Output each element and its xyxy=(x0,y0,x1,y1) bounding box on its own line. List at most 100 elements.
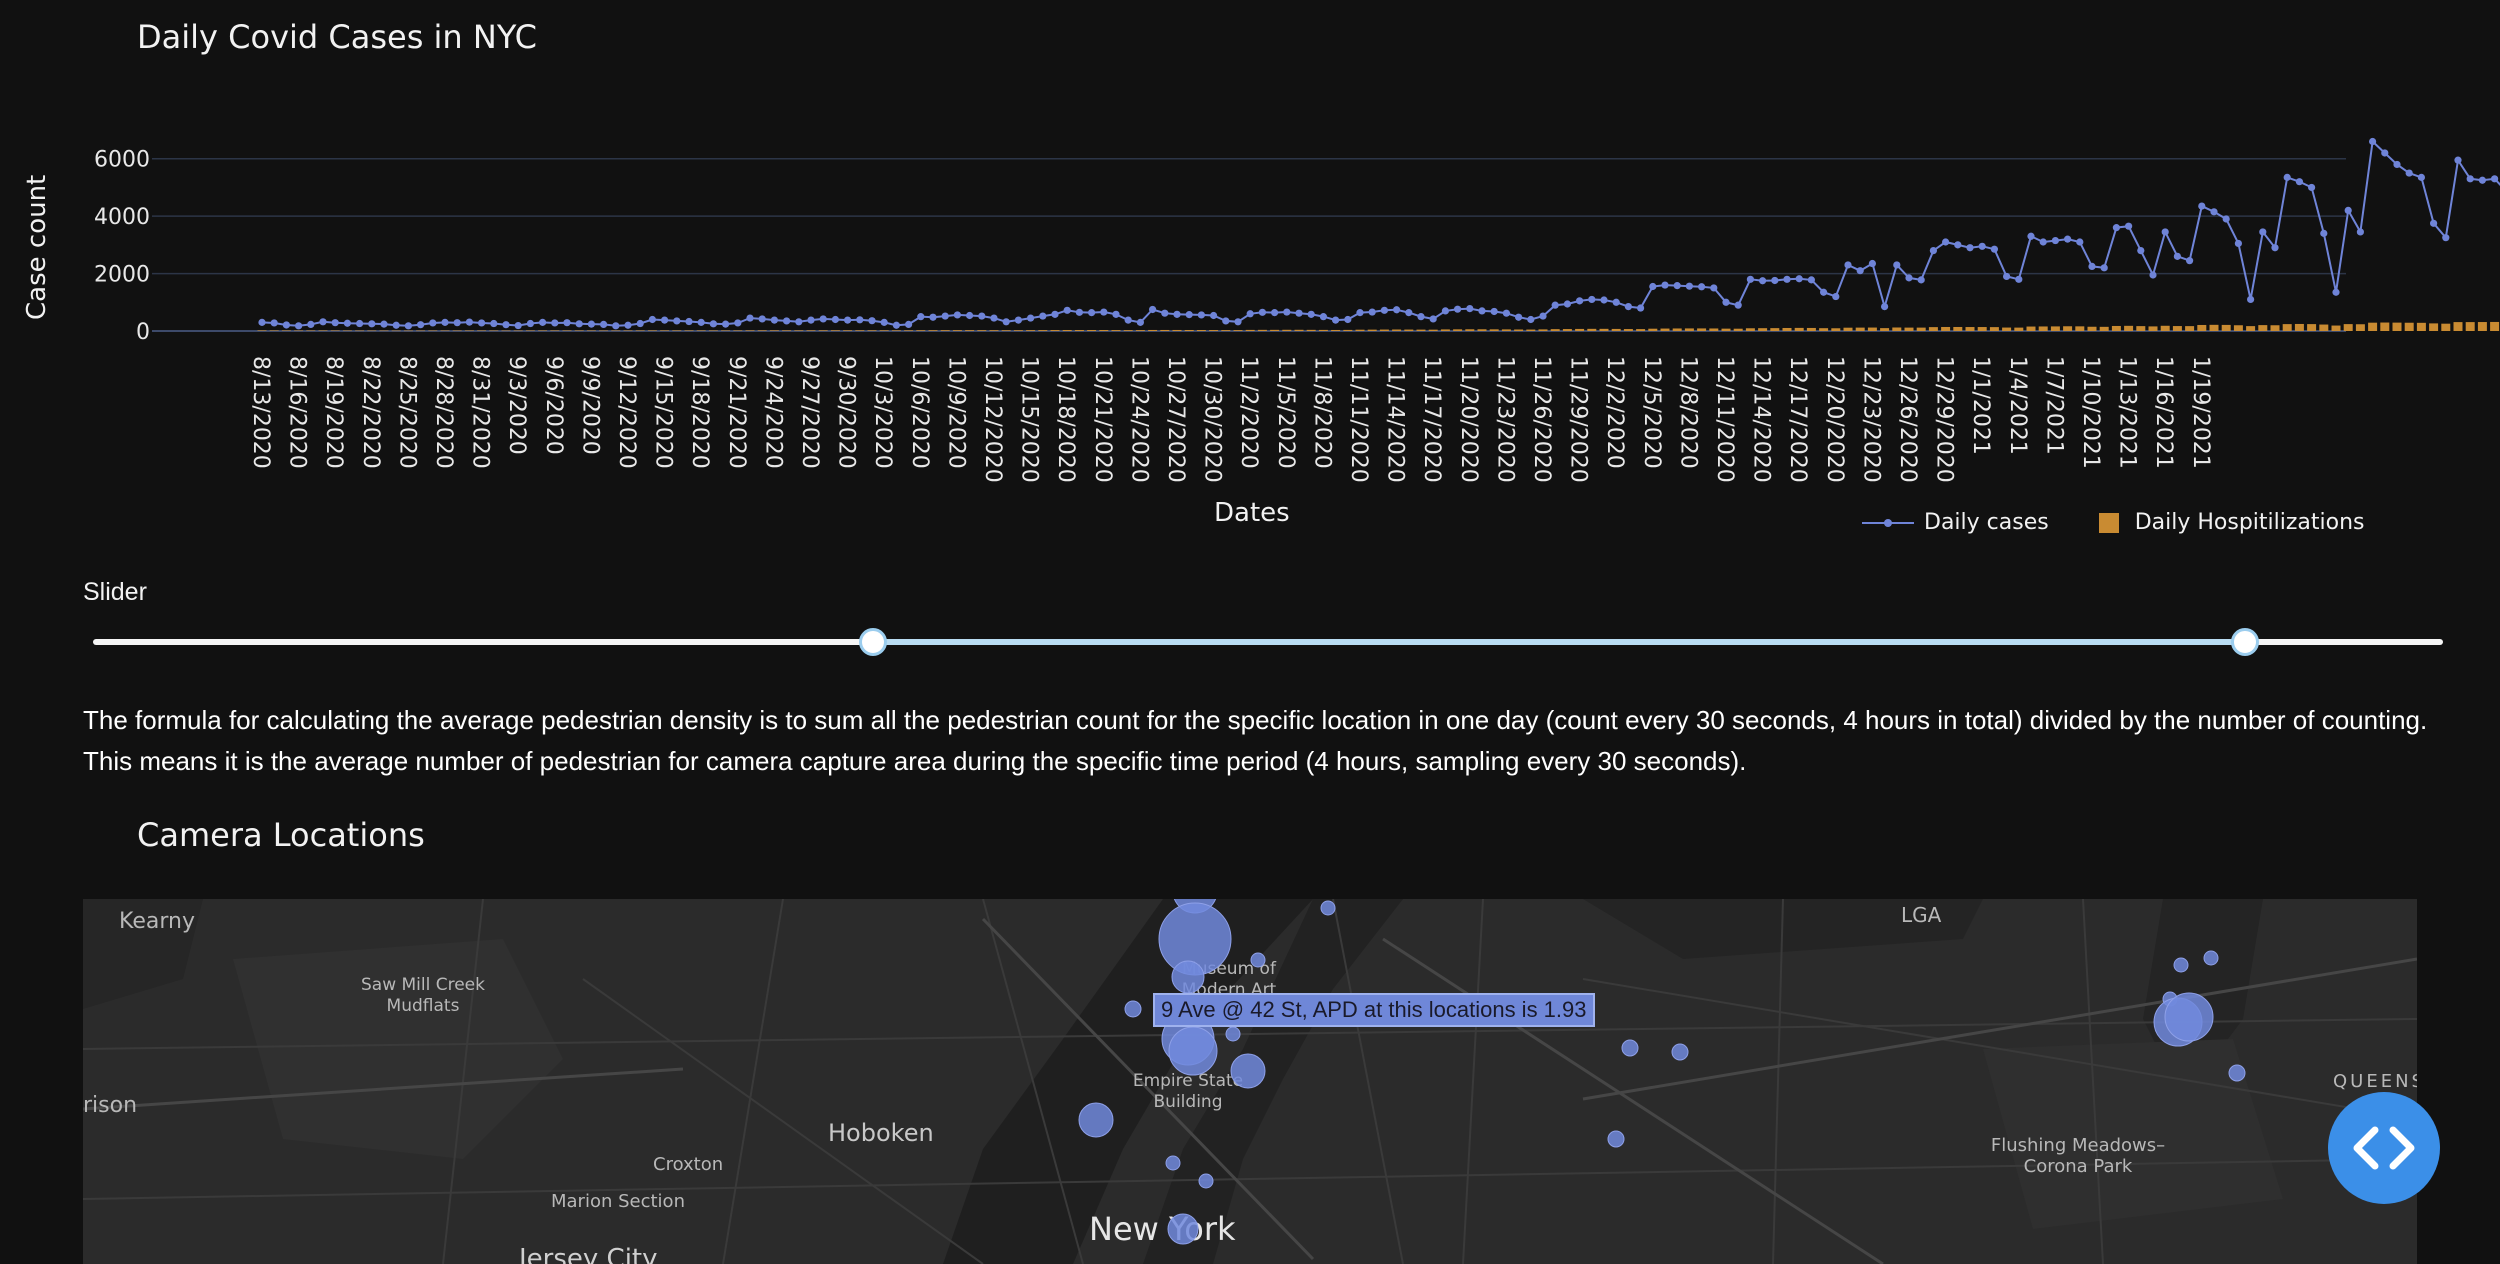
hosp-bar xyxy=(1453,329,1463,331)
hosp-bar xyxy=(696,330,706,331)
cases-point xyxy=(1295,309,1303,317)
hosp-bar xyxy=(782,330,792,331)
camera-marker[interactable] xyxy=(2228,1064,2246,1082)
map-label-croxton: Croxton xyxy=(653,1154,724,1175)
x-tick-label: 12/5/2020 xyxy=(1639,356,1664,469)
camera-marker[interactable] xyxy=(1225,1026,1241,1042)
hosp-bar xyxy=(733,330,743,331)
cases-point xyxy=(1612,298,1620,306)
cases-point xyxy=(1429,315,1437,323)
hosp-bar xyxy=(708,330,718,331)
cases-point xyxy=(1710,284,1718,292)
cases-point xyxy=(1027,314,1035,322)
slider-handle-start[interactable] xyxy=(859,628,887,656)
camera-marker[interactable] xyxy=(1671,1043,1689,1061)
camera-marker[interactable] xyxy=(1171,960,1205,994)
chart-plot[interactable]: 0 2000 4000 6000 8/13/2020 8/16/2020 8/19/2020… xyxy=(0,0,2500,500)
x-tick-label: 12/20/2020 xyxy=(1822,356,1847,483)
camera-marker[interactable] xyxy=(1078,1102,1114,1138)
cases-point xyxy=(1783,275,1791,283)
camera-marker[interactable] xyxy=(1621,1039,1639,1057)
cases-point xyxy=(2332,288,2340,296)
hosp-bar xyxy=(1477,329,1487,331)
x-tick-label: 11/23/2020 xyxy=(1492,356,1517,483)
hosp-bar xyxy=(2368,322,2378,331)
hosp-bar xyxy=(2294,323,2304,331)
cases-point xyxy=(1478,307,1486,315)
cases-point xyxy=(1551,301,1559,309)
camera-marker[interactable] xyxy=(1168,1026,1218,1076)
camera-marker[interactable] xyxy=(1607,1130,1625,1148)
cases-point xyxy=(404,322,412,330)
hosp-bar xyxy=(611,330,621,332)
camera-marker[interactable] xyxy=(1250,952,1266,968)
x-tick-label: 1/19/2021 xyxy=(2188,356,2213,469)
cases-point xyxy=(844,316,852,324)
camera-map[interactable]: Kearny Saw Mill Creek Mudflats LGA rison… xyxy=(83,899,2417,1264)
camera-marker[interactable] xyxy=(2173,957,2189,973)
x-tick-label: 8/31/2020 xyxy=(468,356,493,469)
cases-point xyxy=(953,311,962,319)
hosp-bar xyxy=(2063,326,2073,331)
x-tick-label: 9/12/2020 xyxy=(614,356,639,469)
cases-point xyxy=(1685,282,1693,290)
legend-hosp-swatch xyxy=(2098,512,2119,533)
cases-point xyxy=(795,318,803,326)
slider-handle-end[interactable] xyxy=(2231,628,2259,656)
legend-cases-label[interactable]: Daily cases xyxy=(1924,510,2049,535)
hosp-bar xyxy=(1514,329,1524,331)
hosp-bar xyxy=(1038,330,1048,331)
slider-selected-range[interactable] xyxy=(872,639,2244,645)
cases-point xyxy=(1002,318,1010,326)
camera-marker[interactable] xyxy=(1198,1173,1214,1189)
hosp-bar xyxy=(647,330,657,331)
cases-point xyxy=(2173,252,2181,260)
hosp-bar xyxy=(1843,327,1853,331)
hosp-bar xyxy=(2038,326,2048,331)
camera-marker[interactable] xyxy=(1165,1155,1181,1171)
cases-point xyxy=(600,320,608,328)
cases-point xyxy=(2393,160,2401,169)
cases-point xyxy=(2112,224,2120,232)
map-title: Camera Locations xyxy=(137,816,425,854)
cases-point xyxy=(1197,311,1205,319)
camera-marker[interactable] xyxy=(2203,950,2219,966)
legend-hosp-label[interactable]: Daily Hospitilizations xyxy=(2134,510,2365,535)
cases-point xyxy=(2003,272,2011,281)
description-paragraph: The formula for calculating the average … xyxy=(83,705,2428,776)
cases-point xyxy=(1795,275,1803,283)
cases-point xyxy=(1942,238,1950,246)
hosp-bar xyxy=(867,330,877,331)
camera-marker[interactable] xyxy=(1230,1053,1266,1089)
x-tick-label: 1/4/2021 xyxy=(2005,356,2030,455)
hosp-bar xyxy=(1294,329,1304,331)
camera-marker[interactable] xyxy=(1167,1213,1199,1245)
cases-point xyxy=(990,314,998,322)
cases-point xyxy=(2125,222,2133,230)
x-tick-label: 12/26/2020 xyxy=(1895,356,1920,483)
cases-point xyxy=(880,318,888,326)
cases-point xyxy=(502,321,510,329)
cases-point xyxy=(2454,156,2462,164)
cases-point xyxy=(2344,206,2352,214)
cases-point xyxy=(2247,295,2255,304)
hosp-bar xyxy=(1270,329,1280,331)
hosp-bar xyxy=(574,330,584,331)
camera-marker[interactable] xyxy=(2164,992,2214,1042)
cases-point xyxy=(1014,316,1023,324)
cases-point xyxy=(1868,259,1876,268)
hosp-bar xyxy=(1172,329,1182,331)
hosp-bar xyxy=(1184,329,1194,331)
camera-marker[interactable] xyxy=(1124,1000,1142,1018)
hosp-bar xyxy=(891,330,901,331)
chart-legend[interactable]: Daily cases Daily Hospitilizations xyxy=(1862,510,2365,535)
camera-marker[interactable] xyxy=(1320,900,1336,916)
cases-point xyxy=(2369,137,2377,146)
cases-point xyxy=(770,316,779,324)
camera-markers[interactable] xyxy=(83,899,2417,1264)
cases-point xyxy=(2430,219,2438,227)
hosp-bar xyxy=(1831,328,1841,331)
hosp-bar xyxy=(1806,327,1816,331)
code-toggle-button[interactable] xyxy=(2328,1092,2440,1204)
hosp-bar xyxy=(1404,329,1414,331)
